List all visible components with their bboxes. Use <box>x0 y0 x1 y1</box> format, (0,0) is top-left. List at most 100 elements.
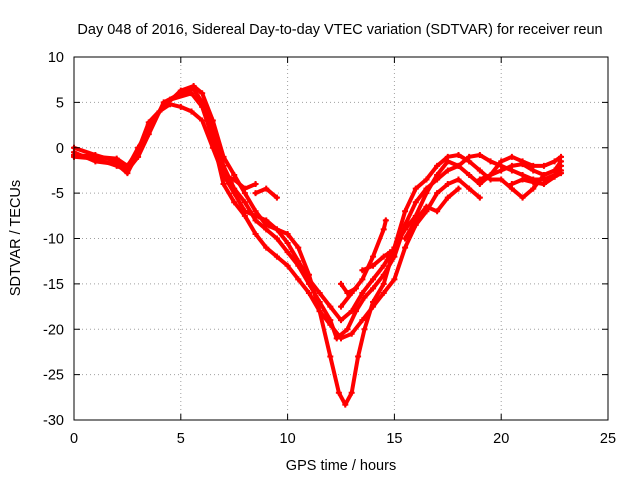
series-track-8 <box>359 249 394 274</box>
data-point <box>188 90 195 97</box>
data-point <box>444 167 451 174</box>
data-point <box>455 185 462 192</box>
data-point <box>382 217 389 224</box>
data-point <box>344 289 351 296</box>
data-point <box>402 226 409 233</box>
data-point <box>263 217 270 224</box>
data-point <box>530 179 537 186</box>
data-point <box>342 401 349 408</box>
x-tick-label: 10 <box>280 431 296 447</box>
x-tick-label: 20 <box>493 431 509 447</box>
data-point <box>338 317 344 324</box>
data-point <box>188 108 195 115</box>
data-point <box>391 253 398 260</box>
data-point <box>316 289 323 296</box>
data-point <box>327 321 334 328</box>
y-tick-label: -25 <box>43 368 64 384</box>
data-point <box>231 199 238 206</box>
data-point <box>444 158 451 165</box>
data-point <box>498 158 505 165</box>
data-point <box>273 226 280 233</box>
data-point <box>348 330 355 337</box>
data-point <box>359 317 366 324</box>
series-line <box>360 250 393 273</box>
data-point <box>327 303 334 310</box>
data-point <box>273 235 280 242</box>
data-point <box>380 280 387 287</box>
data-point <box>434 171 441 178</box>
data-point <box>370 253 377 260</box>
data-point <box>145 119 152 126</box>
data-point <box>466 171 473 178</box>
data-point <box>444 194 451 201</box>
data-point <box>220 171 227 178</box>
data-point <box>466 153 473 160</box>
series-track-10 <box>476 161 565 183</box>
data-point <box>135 147 142 154</box>
series-track-4 <box>71 90 483 342</box>
data-point <box>508 153 515 160</box>
chart-title: Day 048 of 2016, Sidereal Day-to-day VTE… <box>77 22 602 38</box>
data-point <box>519 161 526 168</box>
data-point <box>344 326 351 333</box>
data-point <box>348 308 355 315</box>
data-point <box>530 185 537 192</box>
data-point <box>124 162 131 169</box>
data-point <box>558 170 565 177</box>
y-tick-label: -10 <box>43 232 64 248</box>
data-point <box>361 294 368 301</box>
data-point <box>434 208 441 215</box>
data-point <box>199 103 206 110</box>
data-point <box>252 181 259 188</box>
data-point <box>476 176 483 183</box>
data-point <box>391 276 398 283</box>
data-point <box>476 152 483 159</box>
data-point <box>476 167 483 174</box>
data-point <box>199 90 206 97</box>
data-point <box>551 173 558 180</box>
data-point <box>316 299 323 306</box>
data-point <box>434 162 441 169</box>
data-point <box>380 226 387 233</box>
data-point <box>273 253 280 260</box>
y-axis-label: SDTVAR / TECUs <box>8 180 24 296</box>
data-point <box>402 208 409 215</box>
data-point <box>551 167 558 174</box>
data-point <box>558 162 565 169</box>
data-point <box>391 244 398 251</box>
data-point <box>327 353 334 360</box>
data-point <box>338 303 344 310</box>
data-point <box>412 217 419 224</box>
data-point <box>190 85 197 92</box>
series-track-11 <box>402 185 462 242</box>
data-point <box>231 176 238 183</box>
data-point <box>498 176 505 183</box>
data-point <box>177 103 184 110</box>
data-point <box>305 276 312 283</box>
data-point <box>359 267 366 274</box>
data-point <box>551 158 558 165</box>
data-point <box>423 176 430 183</box>
data-point <box>487 171 494 178</box>
data-point <box>412 185 419 192</box>
data-point <box>508 181 515 188</box>
data-point <box>380 262 387 269</box>
data-point <box>241 185 248 192</box>
data-point <box>412 199 419 206</box>
data-point <box>487 158 494 165</box>
data-point <box>540 181 547 188</box>
data-point <box>348 389 355 396</box>
x-tick-label: 15 <box>386 431 402 447</box>
series-track-6 <box>252 185 280 201</box>
data-point <box>241 212 248 219</box>
data-point <box>359 289 366 296</box>
data-point <box>338 280 344 287</box>
data-point <box>380 289 387 296</box>
data-point <box>231 190 238 197</box>
data-point <box>359 276 366 283</box>
data-point <box>370 262 377 269</box>
data-point <box>220 181 227 188</box>
series-track-9 <box>338 280 359 296</box>
data-point <box>558 153 565 160</box>
